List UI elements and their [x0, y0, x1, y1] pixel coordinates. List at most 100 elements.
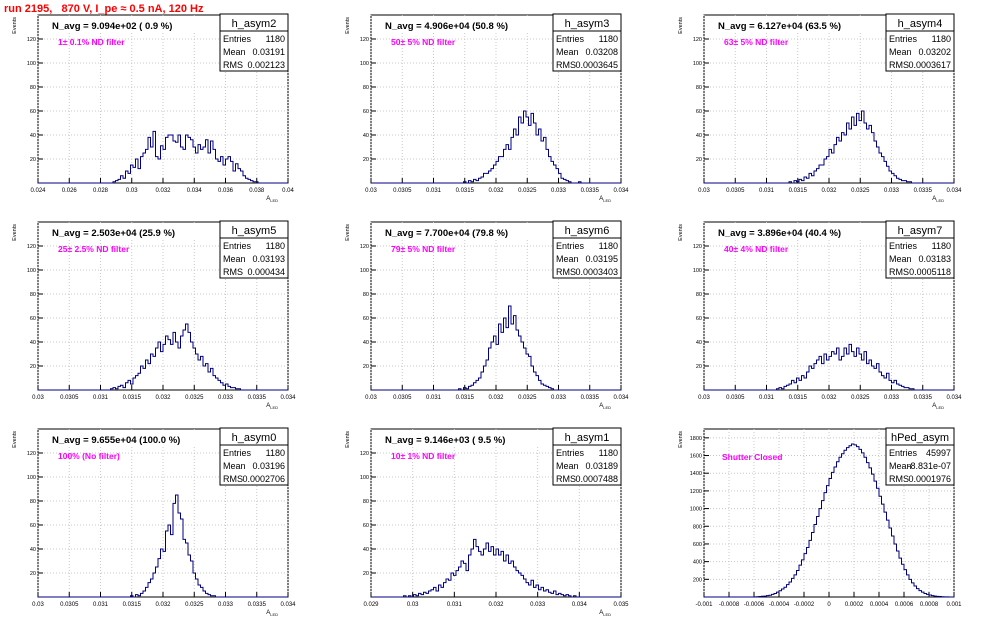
x-tick-label: 0.033 [530, 602, 546, 608]
stats-value: 45997 [926, 448, 951, 458]
stats-value: 0.002123 [247, 60, 285, 70]
y-axis-label: Events [678, 431, 684, 448]
x-tick-label: 0.0325 [851, 188, 870, 194]
y-tick-label: 1400 [690, 471, 702, 477]
histogram-line [38, 130, 288, 184]
n-avg-background [39, 431, 219, 447]
x-tick-label: 0.032 [488, 395, 504, 401]
y-tick-label: 60 [696, 316, 702, 322]
stats-value: 1180 [599, 448, 618, 458]
y-axis-label: Events [345, 224, 351, 241]
y-axis-label: Events [678, 17, 684, 34]
y-tick-label: 120 [360, 244, 369, 250]
y-tick-label: 1200 [690, 489, 702, 495]
y-tick-label: 120 [27, 37, 36, 43]
x-tick-label: 0.0305 [393, 188, 412, 194]
stats-label: Mean [889, 461, 912, 471]
stats-value: 0.03208 [585, 47, 618, 57]
y-tick-label: 80 [30, 292, 36, 298]
histogram-line [704, 343, 954, 391]
x-tick-label: 0.0335 [914, 395, 933, 401]
y-tick-label: 60 [30, 109, 36, 115]
x-axis-label: ALED [266, 403, 278, 410]
stats-box [219, 220, 289, 279]
y-axis-label: Events [12, 224, 18, 241]
x-tick-label: -0.001 [695, 602, 713, 608]
stats-label: RMS [223, 60, 243, 70]
n-avg-label: N_avg = 9.094e+02 ( 0.9 %) [52, 21, 172, 32]
x-axis-label: ALED [599, 196, 611, 203]
page-title: run 2195, 870 V, I_pe ≈ 0.5 nA, 120 Hz [4, 3, 204, 15]
x-tick-label: 0.032 [155, 602, 171, 608]
x-tick-label: 0.0315 [789, 395, 808, 401]
x-tick-label: -0.0004 [769, 602, 790, 608]
y-tick-label: 40 [696, 133, 702, 139]
y-tick-label: 100 [360, 475, 369, 481]
y-tick-label: 60 [363, 316, 369, 322]
x-tick-label: 0.0335 [248, 602, 267, 608]
stats-label: Mean [223, 461, 246, 471]
x-tick-label: 0.032 [821, 188, 837, 194]
y-tick-label: 120 [27, 451, 36, 457]
x-tick-label: 0.0004 [870, 602, 889, 608]
stats-label: RMS [223, 267, 243, 277]
x-tick-label: 0.0335 [581, 188, 600, 194]
stats-value: 0.03196 [252, 461, 285, 471]
stats-box [885, 13, 955, 72]
stats-label: Entries [556, 448, 585, 458]
x-tick-label: 0.0325 [851, 395, 870, 401]
n-avg-label: N_avg = 2.503e+04 (25.9 %) [52, 228, 175, 239]
x-tick-label: 0.03 [126, 188, 138, 194]
y-tick-label: 80 [363, 292, 369, 298]
stats-value: 1180 [266, 448, 285, 458]
stats-label: Mean [223, 254, 246, 264]
x-tick-label: 0.0315 [123, 602, 142, 608]
x-tick-label: 0.029 [363, 602, 379, 608]
stats-label: RMS [889, 474, 909, 484]
x-axis-label: ALED [266, 610, 278, 617]
x-tick-label: 0.033 [218, 395, 234, 401]
y-tick-label: 40 [30, 547, 36, 553]
y-tick-label: 80 [696, 292, 702, 298]
y-tick-label: 80 [363, 85, 369, 91]
n-avg-label: N_avg = 7.700e+04 (79.8 %) [385, 228, 508, 239]
x-tick-label: 0.032 [488, 602, 504, 608]
x-tick-label: 0.033 [551, 395, 567, 401]
x-tick-label: 0.03 [698, 188, 710, 194]
x-tick-label: 0.032 [155, 188, 171, 194]
y-tick-label: 80 [696, 85, 702, 91]
x-tick-label: 0.034 [613, 395, 629, 401]
y-tick-label: 40 [696, 340, 702, 346]
stats-label: Entries [889, 34, 918, 44]
x-tick-label: 0.0305 [726, 395, 745, 401]
x-tick-label: -0.0002 [794, 602, 815, 608]
stats-box [885, 220, 955, 279]
stats-value: 0.0002706 [242, 474, 285, 484]
y-tick-label: 60 [363, 109, 369, 115]
x-tick-label: -0.0008 [719, 602, 740, 608]
stats-label: Mean [889, 254, 912, 264]
stats-value: 0.0003645 [575, 60, 618, 70]
stats-label: Entries [223, 34, 252, 44]
n-avg-background [372, 224, 552, 240]
x-tick-label: 0.036 [218, 188, 234, 194]
x-tick-label: 0.0335 [581, 395, 600, 401]
annotation-label: 79± 5% ND filter [391, 244, 456, 254]
y-tick-label: 20 [363, 364, 369, 370]
x-axis-label: ALED [599, 610, 611, 617]
histogram-line [704, 443, 954, 598]
x-tick-label: 0.03 [698, 395, 710, 401]
y-tick-label: 80 [30, 499, 36, 505]
x-tick-label: 0.033 [218, 602, 234, 608]
y-tick-label: 60 [30, 316, 36, 322]
stats-label: Entries [556, 241, 585, 251]
x-tick-label: 0.03 [32, 602, 44, 608]
y-tick-label: 200 [693, 577, 702, 583]
x-tick-label: 0.0315 [456, 188, 475, 194]
stats-value: 0.0005118 [909, 267, 951, 277]
x-axis-label: ALED [266, 196, 278, 203]
y-axis-label: Events [678, 224, 684, 241]
x-tick-label: 0.001 [946, 602, 962, 608]
y-tick-label: 120 [27, 244, 36, 250]
stats-value: 0.03193 [252, 254, 285, 264]
